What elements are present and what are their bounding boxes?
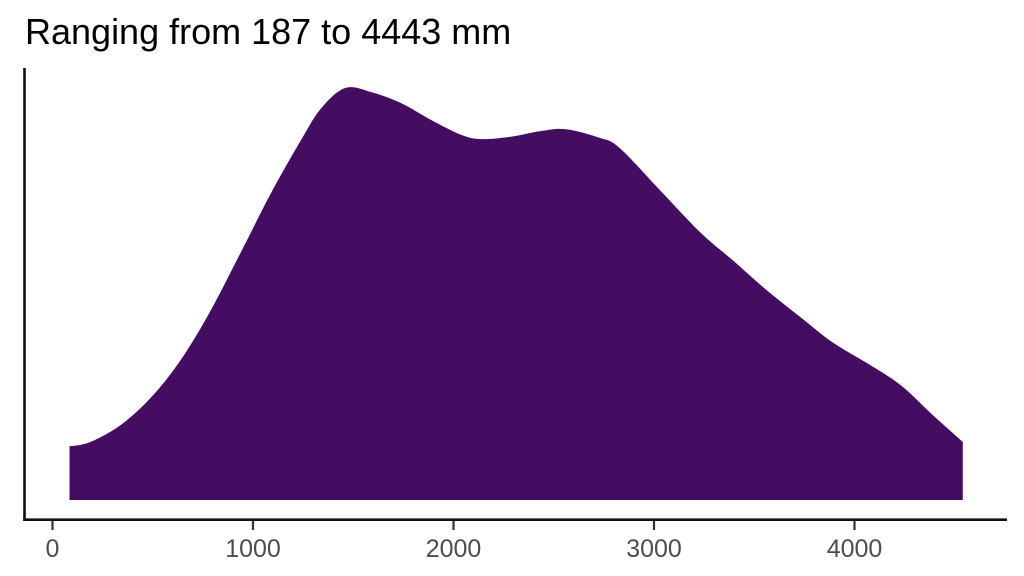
chart-title: Ranging from 187 to 4443 mm [25, 11, 512, 52]
x-tick-label: 3000 [626, 535, 682, 563]
x-tick-label: 1000 [225, 535, 281, 563]
x-axis-tick-labels: 0 1000 2000 3000 4000 [46, 535, 883, 563]
x-tick-label: 2000 [426, 535, 482, 563]
density-area-shape [69, 87, 963, 501]
x-tick-label: 0 [46, 535, 60, 563]
x-tick-label: 4000 [827, 535, 883, 563]
x-axis-ticks [51, 521, 856, 530]
